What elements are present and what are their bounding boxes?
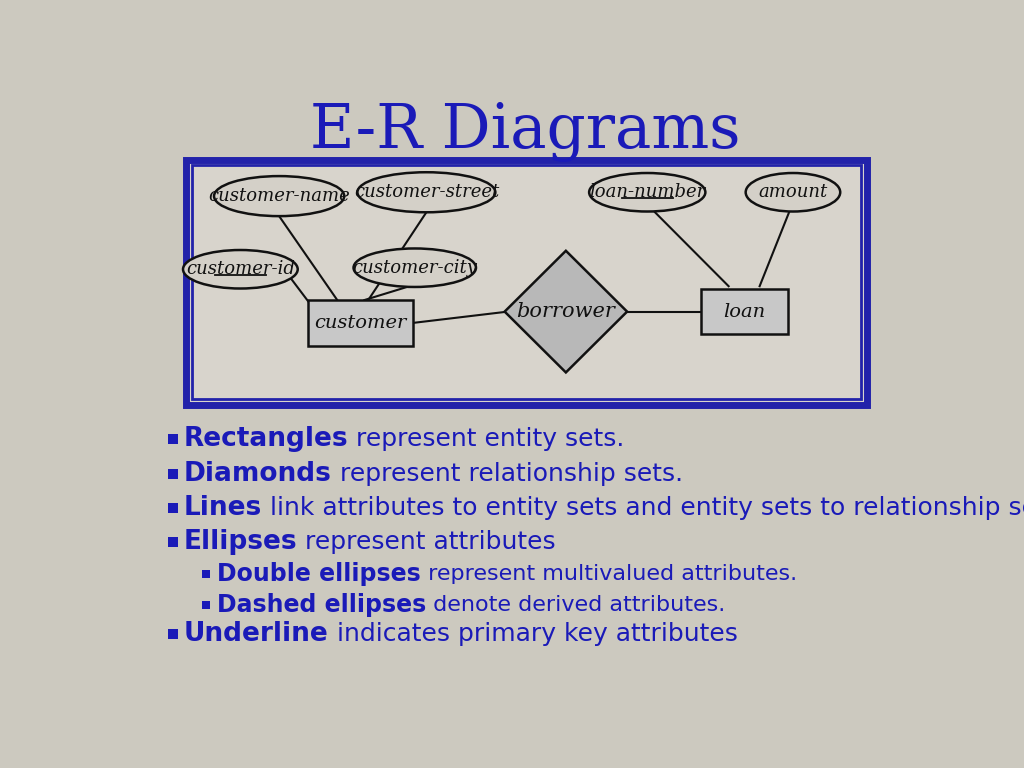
Bar <box>700 290 787 334</box>
Bar <box>168 469 178 479</box>
Text: Double ellipses: Double ellipses <box>217 562 421 586</box>
Text: denote derived attributes.: denote derived attributes. <box>426 595 726 615</box>
Bar <box>168 629 178 639</box>
Text: represent relationship sets.: represent relationship sets. <box>332 462 683 486</box>
Ellipse shape <box>357 172 496 212</box>
Ellipse shape <box>214 176 344 216</box>
Ellipse shape <box>183 250 298 289</box>
Text: Dashed ellipses: Dashed ellipses <box>217 593 426 617</box>
Text: loan: loan <box>723 303 765 320</box>
Ellipse shape <box>589 173 706 211</box>
Text: link attributes to entity sets and entity sets to relationship sets.: link attributes to entity sets and entit… <box>262 496 1024 520</box>
Bar <box>308 300 413 346</box>
Text: Underline: Underline <box>183 621 329 647</box>
Text: Rectangles: Rectangles <box>183 425 348 452</box>
Text: customer-street: customer-street <box>353 184 499 201</box>
Text: customer-city: customer-city <box>352 259 477 276</box>
Text: indicates primary key attributes: indicates primary key attributes <box>329 622 737 646</box>
Bar <box>191 165 861 399</box>
Text: E-R Diagrams: E-R Diagrams <box>309 102 740 162</box>
Text: customer-name: customer-name <box>208 187 350 205</box>
Bar <box>168 503 178 513</box>
Text: represent multivalued attributes.: represent multivalued attributes. <box>421 564 797 584</box>
Text: loan-number: loan-number <box>589 184 706 201</box>
Text: customer-id: customer-id <box>186 260 295 278</box>
Ellipse shape <box>353 249 476 287</box>
Bar <box>202 601 210 609</box>
Bar <box>202 570 210 578</box>
Text: customer: customer <box>314 314 407 332</box>
Polygon shape <box>505 251 627 372</box>
Text: Diamonds: Diamonds <box>183 461 332 487</box>
Bar <box>186 160 866 405</box>
Text: represent attributes: represent attributes <box>297 530 556 554</box>
Text: Lines: Lines <box>183 495 262 521</box>
Text: represent entity sets.: represent entity sets. <box>348 427 625 451</box>
Bar <box>168 434 178 444</box>
Bar <box>168 537 178 547</box>
Text: borrower: borrower <box>516 302 615 321</box>
Ellipse shape <box>745 173 841 211</box>
Text: Ellipses: Ellipses <box>183 529 297 554</box>
Text: amount: amount <box>759 184 827 201</box>
